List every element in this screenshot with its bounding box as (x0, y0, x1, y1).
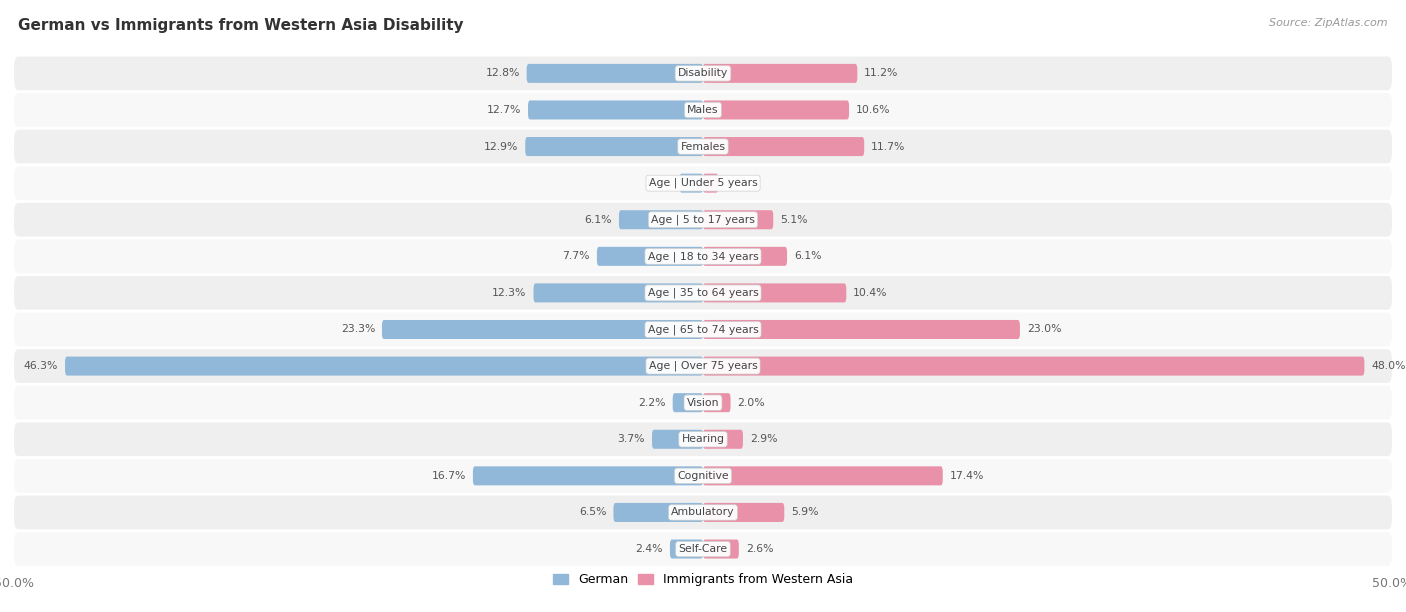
Text: 3.7%: 3.7% (617, 435, 645, 444)
Text: 12.9%: 12.9% (484, 141, 519, 152)
FancyBboxPatch shape (14, 386, 1392, 419)
Text: 6.1%: 6.1% (794, 252, 821, 261)
Text: 2.2%: 2.2% (638, 398, 666, 408)
Text: 6.1%: 6.1% (585, 215, 612, 225)
Text: Ambulatory: Ambulatory (671, 507, 735, 518)
FancyBboxPatch shape (669, 540, 703, 559)
FancyBboxPatch shape (14, 166, 1392, 200)
Text: Females: Females (681, 141, 725, 152)
FancyBboxPatch shape (14, 93, 1392, 127)
FancyBboxPatch shape (14, 130, 1392, 163)
Text: 48.0%: 48.0% (1371, 361, 1406, 371)
Text: Age | Over 75 years: Age | Over 75 years (648, 361, 758, 371)
Text: Males: Males (688, 105, 718, 115)
FancyBboxPatch shape (14, 459, 1392, 493)
Text: Disability: Disability (678, 69, 728, 78)
FancyBboxPatch shape (14, 313, 1392, 346)
Text: Age | 5 to 17 years: Age | 5 to 17 years (651, 214, 755, 225)
Text: 10.4%: 10.4% (853, 288, 887, 298)
FancyBboxPatch shape (703, 174, 718, 193)
FancyBboxPatch shape (703, 503, 785, 522)
Text: 5.9%: 5.9% (792, 507, 818, 518)
FancyBboxPatch shape (703, 430, 742, 449)
Text: 23.0%: 23.0% (1026, 324, 1062, 335)
Text: German vs Immigrants from Western Asia Disability: German vs Immigrants from Western Asia D… (18, 18, 464, 34)
Text: Age | Under 5 years: Age | Under 5 years (648, 178, 758, 188)
Text: 17.4%: 17.4% (949, 471, 984, 481)
FancyBboxPatch shape (14, 496, 1392, 529)
Text: Cognitive: Cognitive (678, 471, 728, 481)
Text: 2.4%: 2.4% (636, 544, 664, 554)
FancyBboxPatch shape (529, 100, 703, 119)
FancyBboxPatch shape (533, 283, 703, 302)
FancyBboxPatch shape (14, 239, 1392, 273)
Text: 7.7%: 7.7% (562, 252, 591, 261)
FancyBboxPatch shape (703, 210, 773, 230)
FancyBboxPatch shape (382, 320, 703, 339)
Text: 11.7%: 11.7% (872, 141, 905, 152)
Text: 16.7%: 16.7% (432, 471, 465, 481)
FancyBboxPatch shape (703, 466, 943, 485)
FancyBboxPatch shape (14, 422, 1392, 456)
Text: 12.7%: 12.7% (486, 105, 522, 115)
Text: Source: ZipAtlas.com: Source: ZipAtlas.com (1270, 18, 1388, 28)
FancyBboxPatch shape (703, 393, 731, 412)
FancyBboxPatch shape (14, 276, 1392, 310)
Text: 23.3%: 23.3% (340, 324, 375, 335)
FancyBboxPatch shape (703, 357, 1364, 376)
FancyBboxPatch shape (703, 64, 858, 83)
FancyBboxPatch shape (619, 210, 703, 230)
FancyBboxPatch shape (14, 532, 1392, 566)
Text: 2.0%: 2.0% (738, 398, 765, 408)
FancyBboxPatch shape (703, 540, 738, 559)
FancyBboxPatch shape (679, 174, 703, 193)
Text: 11.2%: 11.2% (865, 69, 898, 78)
FancyBboxPatch shape (652, 430, 703, 449)
FancyBboxPatch shape (703, 100, 849, 119)
Text: 12.3%: 12.3% (492, 288, 527, 298)
FancyBboxPatch shape (703, 137, 865, 156)
Legend: German, Immigrants from Western Asia: German, Immigrants from Western Asia (548, 568, 858, 591)
FancyBboxPatch shape (527, 64, 703, 83)
Text: 1.7%: 1.7% (645, 178, 672, 188)
Text: 46.3%: 46.3% (24, 361, 58, 371)
FancyBboxPatch shape (472, 466, 703, 485)
Text: Self-Care: Self-Care (679, 544, 727, 554)
Text: Age | 65 to 74 years: Age | 65 to 74 years (648, 324, 758, 335)
FancyBboxPatch shape (598, 247, 703, 266)
Text: 1.1%: 1.1% (725, 178, 752, 188)
FancyBboxPatch shape (526, 137, 703, 156)
Text: 10.6%: 10.6% (856, 105, 890, 115)
Text: 2.6%: 2.6% (745, 544, 773, 554)
FancyBboxPatch shape (703, 247, 787, 266)
FancyBboxPatch shape (703, 320, 1019, 339)
Text: Vision: Vision (686, 398, 720, 408)
FancyBboxPatch shape (672, 393, 703, 412)
Text: 2.9%: 2.9% (749, 435, 778, 444)
Text: Age | 35 to 64 years: Age | 35 to 64 years (648, 288, 758, 298)
FancyBboxPatch shape (14, 203, 1392, 237)
FancyBboxPatch shape (65, 357, 703, 376)
Text: Hearing: Hearing (682, 435, 724, 444)
FancyBboxPatch shape (14, 56, 1392, 90)
Text: 12.8%: 12.8% (485, 69, 520, 78)
FancyBboxPatch shape (14, 349, 1392, 383)
Text: 5.1%: 5.1% (780, 215, 807, 225)
FancyBboxPatch shape (613, 503, 703, 522)
Text: 6.5%: 6.5% (579, 507, 606, 518)
Text: Age | 18 to 34 years: Age | 18 to 34 years (648, 251, 758, 261)
FancyBboxPatch shape (703, 283, 846, 302)
